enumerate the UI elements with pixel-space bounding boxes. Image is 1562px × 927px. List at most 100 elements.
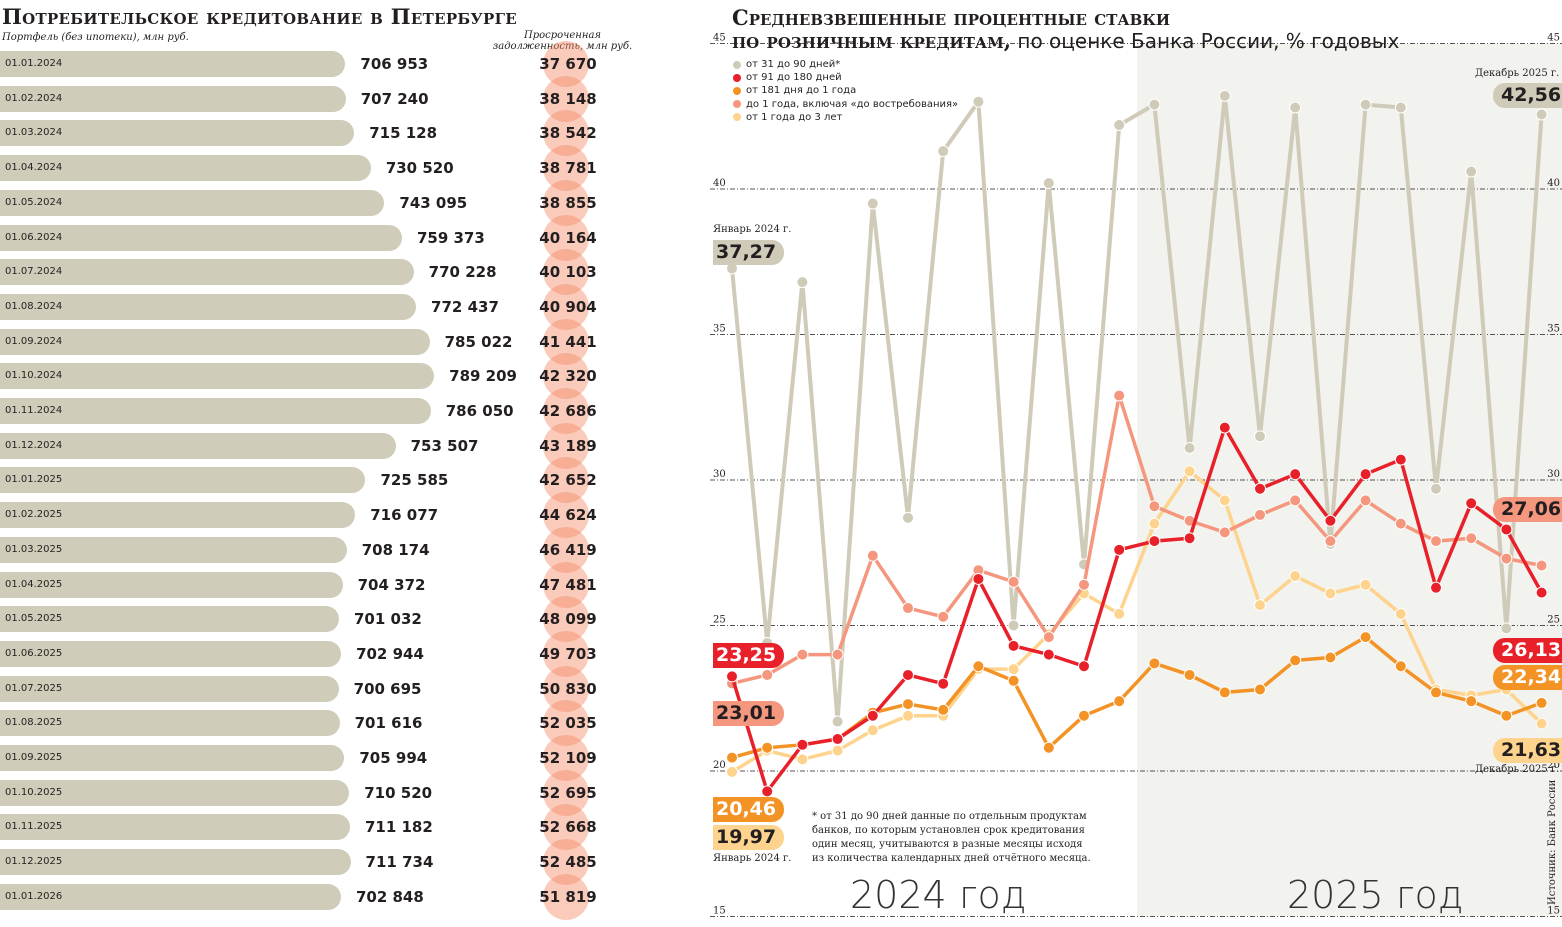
data-point (1465, 695, 1478, 708)
portfolio-bar: 01.11.2025 (0, 814, 350, 841)
footnote-line: * от 31 до 90 дней данные по отдельным п… (812, 811, 1087, 822)
series-line-0 (730, 93, 1544, 724)
data-point (1042, 741, 1055, 754)
portfolio-bar: 01.10.2024 (0, 363, 435, 390)
legend-item: от 91 до 180 дней (733, 71, 958, 84)
data-point (726, 765, 738, 778)
portfolio-bar: 01.12.2024 (0, 432, 396, 459)
y-tick-label-left: 35 (713, 324, 726, 335)
data-point (1535, 559, 1548, 572)
portfolio-label: Портфель (без ипотеки), млн руб. (2, 32, 189, 43)
data-point (1465, 532, 1478, 545)
y-tick-label-left: 20 (713, 760, 726, 771)
data-point (937, 145, 950, 158)
portfolio-value: 707 240 (360, 89, 429, 108)
portfolio-value: 700 695 (353, 679, 422, 698)
row-date: 01.01.2026 (5, 890, 63, 902)
data-point (1289, 570, 1302, 583)
overdue-circle (543, 318, 589, 365)
overdue-value: 42 686 (539, 402, 597, 420)
legend-label: от 181 дня до 1 года (746, 85, 857, 97)
data-point (796, 276, 809, 289)
row-date: 01.12.2025 (5, 856, 63, 868)
overdue-circle (543, 700, 589, 747)
row-date: 01.07.2025 (5, 682, 63, 694)
data-point (1430, 686, 1442, 699)
data-point (796, 648, 809, 661)
title-line2: по розничным кредитам, по оценке Банка Р… (732, 29, 1399, 53)
portfolio-bar: 01.09.2025 (0, 745, 345, 771)
overdue-circle (543, 214, 589, 261)
overdue-value: 40 164 (539, 228, 597, 247)
portfolio-bar: 01.02.2025 (0, 502, 356, 529)
data-point (1218, 494, 1231, 507)
row-date: 01.12.2024 (5, 439, 63, 451)
series-line-3 (731, 393, 1542, 686)
data-point (1359, 468, 1372, 481)
portfolio-value: 704 372 (357, 575, 426, 594)
portfolio-value: 743 095 (399, 193, 468, 212)
data-point (1394, 607, 1407, 620)
data-point (761, 741, 774, 754)
badge-start-up-to-1y: 23,01 (713, 701, 785, 726)
data-point (1394, 453, 1407, 466)
legend-item: до 1 года, включая «до востребования» (733, 98, 958, 111)
portfolio-value: 789 209 (449, 367, 517, 386)
y-tick-label-left: 15 (713, 906, 726, 917)
y-tick-label-right: 20 (1547, 760, 1560, 771)
overdue-circle (543, 873, 589, 920)
portfolio-value: 730 520 (385, 159, 454, 178)
legend-item: от 181 дня до 1 года (733, 84, 958, 97)
overdue-circle (543, 804, 589, 851)
overdue-value: 52 695 (539, 783, 597, 802)
portfolio-bar: 01.08.2024 (0, 293, 417, 320)
overdue-value: 43 189 (539, 436, 597, 455)
row-date: 01.10.2025 (5, 786, 63, 798)
y-tick-label-left: 40 (713, 178, 726, 189)
overdue-value: 50 830 (539, 679, 597, 698)
y-tick-label-right: 45 (1547, 33, 1560, 44)
series-line-4 (731, 469, 1543, 774)
portfolio-value: 785 022 (444, 332, 513, 351)
title-line1: Средневзвешенные процентные ставки (732, 5, 1171, 30)
data-point (1465, 497, 1478, 510)
data-point (1148, 657, 1161, 670)
title-line2-light: по оценке Банка России, % годовых (1011, 29, 1400, 53)
overdue-value: 52 668 (539, 818, 597, 837)
data-point (866, 724, 879, 737)
data-point (902, 668, 914, 681)
overdue-value: 40 904 (539, 297, 597, 316)
portfolio-value: 706 953 (360, 55, 429, 73)
overdue-value: 41 441 (539, 332, 597, 351)
portfolio-value: 715 128 (369, 124, 438, 143)
legend-label: от 91 до 180 дней (746, 72, 842, 84)
data-point (866, 549, 879, 562)
footnote-line: один месяц, учитываются в разные месяцы … (812, 839, 1083, 850)
portfolio-bar: 01.02.2024 (0, 85, 346, 112)
portfolio-value: 772 437 (431, 297, 499, 316)
data-point (761, 668, 774, 681)
data-point (972, 572, 985, 585)
data-point (1430, 535, 1442, 548)
overdue-label-line2: задолженность, млн руб. (492, 41, 633, 52)
data-point (937, 610, 950, 623)
footnote: * от 31 до 90 дней данные по отдельным п… (812, 810, 1091, 866)
overdue-circle (543, 457, 589, 504)
portfolio-bar: 01.09.2024 (0, 328, 430, 355)
left-panel-title: Потребительское кредитование в Петербург… (2, 4, 517, 29)
data-point (1359, 494, 1372, 507)
right-panel-title: Средневзвешенные процентные ставки по ро… (732, 6, 1399, 53)
data-point (1007, 575, 1020, 588)
badge-end-91-180: 26,13 (1493, 638, 1562, 663)
data-point (1148, 500, 1161, 513)
badge-end-1-3y: 21,63 (1493, 738, 1562, 763)
data-point (1113, 543, 1126, 556)
portfolio-bar: 01.08.2025 (0, 710, 340, 737)
data-point (1394, 517, 1407, 530)
portfolio-value: 711 734 (365, 853, 434, 872)
portfolio-bar: 01.06.2024 (0, 224, 402, 251)
portfolio-value: 759 373 (416, 228, 485, 247)
data-point (1183, 532, 1196, 545)
row-date: 01.11.2025 (5, 821, 63, 833)
portfolio-bar: 01.11.2024 (0, 398, 431, 424)
